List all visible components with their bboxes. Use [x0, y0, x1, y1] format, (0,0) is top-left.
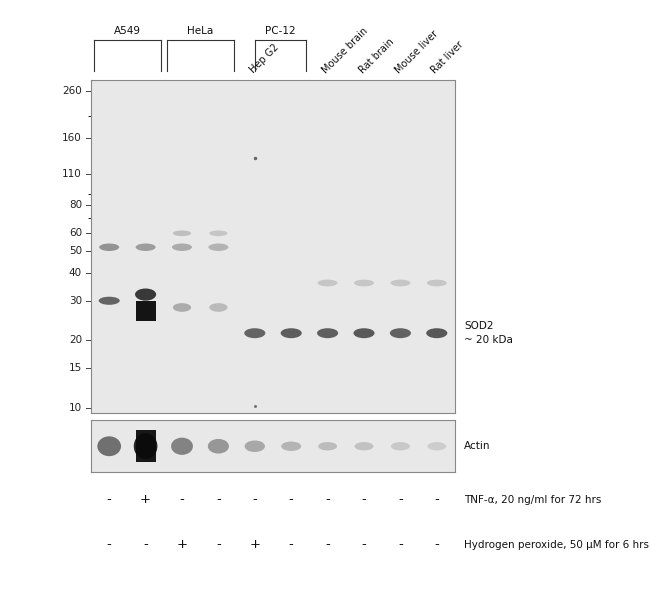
Ellipse shape [136, 244, 155, 251]
Ellipse shape [209, 244, 228, 251]
Ellipse shape [354, 328, 374, 338]
Ellipse shape [318, 280, 337, 286]
Ellipse shape [209, 303, 228, 312]
Ellipse shape [427, 442, 447, 451]
Bar [136, 430, 155, 462]
Text: 40: 40 [69, 268, 82, 278]
Text: Hydrogen peroxide, 50 μM for 6 hrs: Hydrogen peroxide, 50 μM for 6 hrs [464, 540, 649, 549]
Text: A549: A549 [114, 26, 141, 36]
Text: -: - [289, 538, 294, 551]
Ellipse shape [318, 442, 337, 451]
Ellipse shape [281, 328, 302, 338]
Text: 260: 260 [62, 86, 82, 96]
Text: +: + [177, 538, 187, 551]
Text: Mouse liver: Mouse liver [393, 29, 440, 75]
Text: Hep G2: Hep G2 [248, 42, 281, 75]
Text: 50: 50 [69, 246, 82, 256]
Text: 30: 30 [69, 296, 82, 306]
Text: -: - [361, 538, 367, 551]
Text: -: - [398, 538, 403, 551]
Ellipse shape [427, 280, 447, 286]
Ellipse shape [98, 436, 121, 456]
Text: SOD2
~ 20 kDa: SOD2 ~ 20 kDa [464, 322, 513, 345]
Ellipse shape [172, 244, 192, 251]
Text: 110: 110 [62, 169, 82, 179]
Text: Actin: Actin [464, 442, 491, 451]
Text: 20: 20 [69, 335, 82, 345]
Text: -: - [107, 538, 112, 551]
Ellipse shape [99, 297, 120, 305]
Text: PC-12: PC-12 [265, 26, 296, 36]
Text: -: - [107, 493, 112, 506]
Text: Mouse brain: Mouse brain [320, 26, 370, 75]
Text: HeLa: HeLa [187, 26, 213, 36]
Text: -: - [361, 493, 367, 506]
Ellipse shape [244, 328, 265, 338]
Ellipse shape [354, 442, 374, 451]
Bar [136, 301, 155, 322]
Ellipse shape [173, 230, 191, 236]
Text: 15: 15 [69, 363, 82, 373]
Text: -: - [252, 493, 257, 506]
Text: -: - [143, 538, 148, 551]
Ellipse shape [426, 328, 447, 338]
Text: -: - [325, 493, 330, 506]
Text: 10: 10 [69, 403, 82, 412]
Text: -: - [179, 493, 185, 506]
Ellipse shape [208, 439, 229, 454]
Text: Rat brain: Rat brain [357, 37, 396, 75]
Ellipse shape [171, 438, 193, 455]
Ellipse shape [209, 230, 228, 236]
Text: -: - [289, 493, 294, 506]
Ellipse shape [391, 280, 410, 286]
Text: TNF-α, 20 ng/ml for 72 hrs: TNF-α, 20 ng/ml for 72 hrs [464, 495, 601, 505]
Text: 80: 80 [69, 200, 82, 210]
Ellipse shape [354, 280, 374, 286]
Ellipse shape [391, 442, 410, 451]
Text: +: + [250, 538, 260, 551]
Text: 160: 160 [62, 133, 82, 143]
Text: 60: 60 [69, 228, 82, 238]
Ellipse shape [134, 433, 157, 459]
Ellipse shape [99, 244, 119, 251]
Text: -: - [325, 538, 330, 551]
Text: -: - [434, 493, 439, 506]
Text: -: - [434, 538, 439, 551]
Ellipse shape [317, 328, 338, 338]
Text: -: - [216, 493, 221, 506]
Ellipse shape [390, 328, 411, 338]
Ellipse shape [244, 440, 265, 452]
Text: -: - [216, 538, 221, 551]
Text: -: - [398, 493, 403, 506]
Text: Rat liver: Rat liver [430, 39, 465, 75]
Text: +: + [140, 493, 151, 506]
Ellipse shape [135, 289, 156, 301]
Ellipse shape [281, 442, 301, 451]
Ellipse shape [173, 303, 191, 312]
